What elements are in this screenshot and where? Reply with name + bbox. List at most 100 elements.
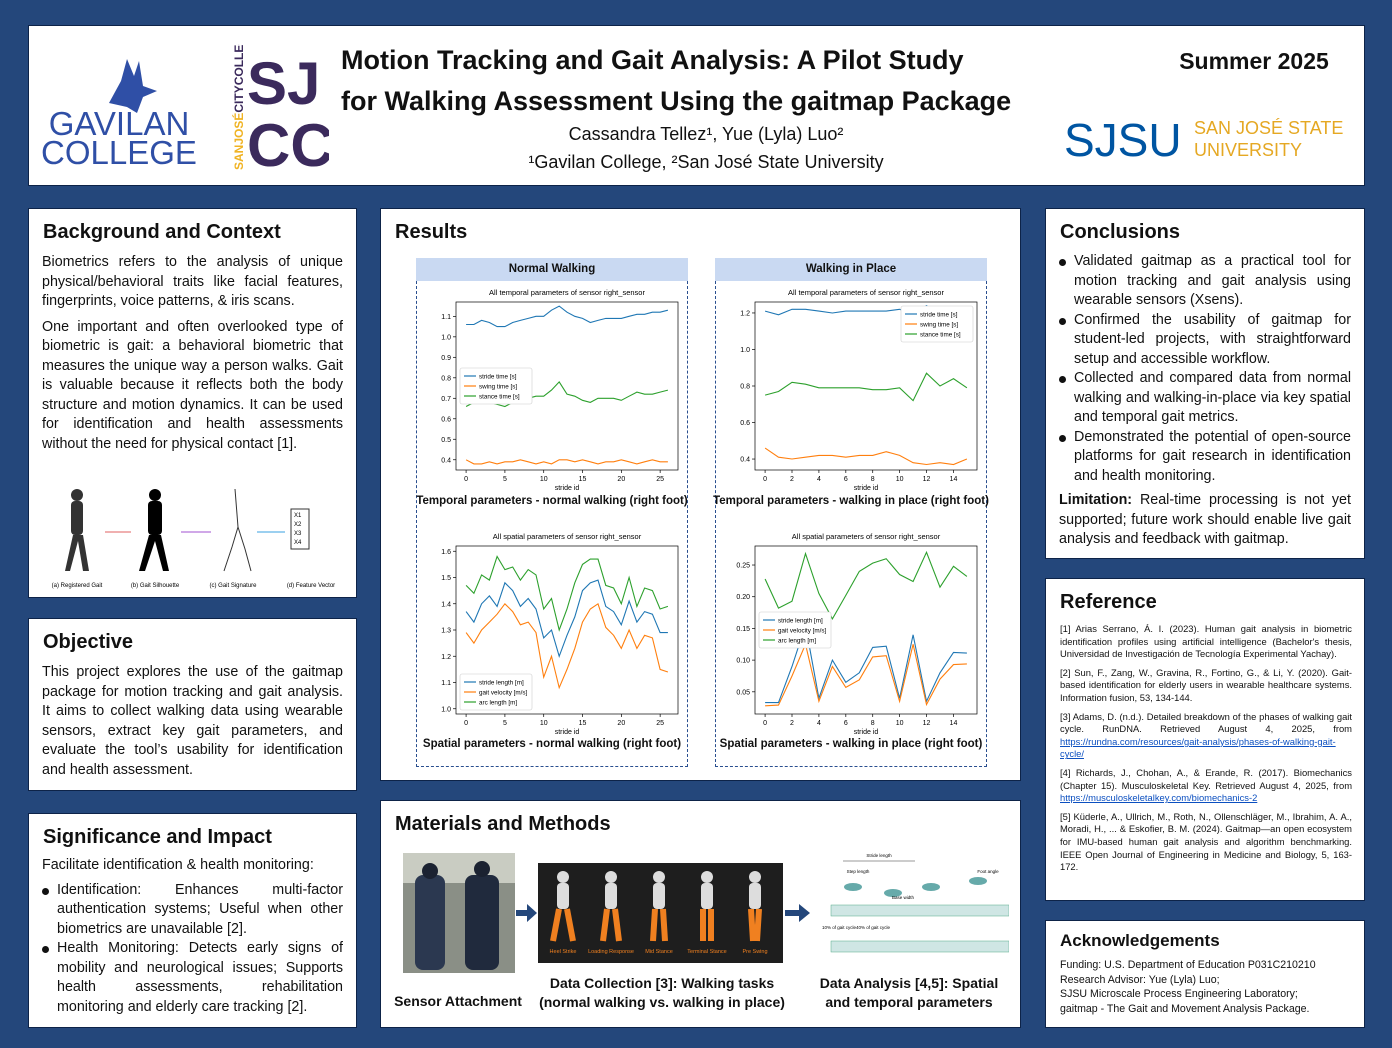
- legend-box: [900, 305, 974, 343]
- vector-label: X2: [294, 522, 302, 528]
- y-tick-label: 0.6: [441, 416, 451, 423]
- bullet: Validated gaitmap as a practical tool fo…: [1059, 252, 1351, 311]
- y-tick-label: 1.0: [740, 347, 750, 354]
- caption: Data Collection [3]: Walking tasks (norm…: [539, 975, 785, 1010]
- bullet: Demonstrated the potential of open-sourc…: [1059, 428, 1351, 487]
- x-tick-label: 6: [844, 720, 848, 727]
- vector-box: [290, 508, 310, 550]
- series-line: [465, 602, 669, 690]
- vector-label: X4: [294, 540, 302, 546]
- figure-body: [749, 883, 761, 909]
- y-tick-label: 1.0: [441, 706, 451, 713]
- legend-label: stance time [s]: [479, 393, 520, 400]
- bullet: Collected and compared data from normal …: [1059, 369, 1351, 428]
- signature: [223, 488, 252, 572]
- figure-legs: [550, 908, 576, 942]
- chart: All temporal parameters of sensor right_…: [740, 288, 978, 492]
- acknowledgements-panel: Acknowledgements Funding: U.S. Departmen…: [1045, 920, 1365, 1028]
- diagram-label: Foot angle: [977, 869, 999, 874]
- reference-text: [3] Adams, D. (n.d.). Detailed breakdown…: [1060, 710, 1352, 735]
- reference-link[interactable]: https://musculoskeletalkey.com/biomechan…: [1060, 792, 1258, 804]
- x-tick-label: 4: [817, 720, 821, 727]
- affiliation-line: ¹Gavilan College, ²San José State Univer…: [528, 152, 884, 172]
- figure-legs: [600, 908, 622, 942]
- title-line: for Walking Assessment Using the gaitmap…: [341, 86, 1012, 116]
- bullet: Identification: Enhances multi-factor au…: [42, 881, 343, 940]
- legend-label: stance time [s]: [920, 331, 961, 338]
- authors: Cassandra Tellez¹, Yue (Lyla) Luo² ¹Gavi…: [341, 120, 1071, 176]
- series-line: [764, 372, 968, 402]
- figure-body: [701, 883, 713, 909]
- series-line: [465, 579, 668, 659]
- caption: Data Analysis [4,5]: Spatial and tempora…: [819, 975, 999, 1010]
- bullet-text: Confirmed the usability of gaitmap for s…: [1074, 311, 1351, 367]
- limitation-label: Limitation:: [1059, 492, 1133, 508]
- y-tick-label: 1.4: [441, 601, 451, 608]
- legend-box: [758, 611, 832, 649]
- x-tick-label: 14: [950, 476, 958, 483]
- vector-label: X1: [294, 513, 302, 519]
- logo-text: COLLEGE: [41, 134, 197, 171]
- figure-head: [701, 871, 713, 883]
- x-tick-label: 0: [464, 720, 468, 727]
- paragraph: Biometrics refers to the analysis of uni…: [42, 254, 343, 309]
- figure-body: [605, 883, 617, 909]
- x-tick-label: 15: [579, 476, 587, 483]
- x-tick-label: 2: [790, 720, 794, 727]
- y-tick-label: 1.6: [441, 549, 451, 556]
- x-tick-label: 8: [871, 476, 875, 483]
- plot-frame: [754, 545, 978, 715]
- y-tick-label: 0.6: [740, 420, 750, 427]
- legend-label: stride time [s]: [920, 311, 958, 318]
- intro: Facilitate identification & health monit…: [42, 857, 314, 873]
- y-tick-label: 1.2: [740, 310, 750, 317]
- heading: Background and Context: [43, 221, 281, 243]
- y-tick-label: 0.15: [736, 626, 750, 633]
- figure-label: (b) Gait Silhouette: [131, 583, 180, 589]
- legend-label: arc length [m]: [479, 699, 517, 706]
- bullet-dot: [42, 887, 49, 895]
- body: Facilitate identification & health monit…: [42, 856, 343, 1017]
- legend-label: gait velocity [m/s]: [778, 627, 827, 634]
- y-tick-label: 0.4: [441, 457, 451, 464]
- chart-title: All spatial parameters of sensor right_s…: [792, 532, 941, 541]
- reference: [4] Richards, J., Chohan, A., & Erande, …: [1060, 767, 1352, 805]
- x-tick-label: 25: [656, 720, 664, 727]
- x-axis-label: stride id: [555, 729, 580, 736]
- bullet: Confirmed the usability of gaitmap for s…: [1059, 311, 1351, 370]
- header: GAVILAN COLLEGE SANJOSÉCITYCOLLEGE SJ CC…: [28, 25, 1365, 186]
- reference: [5] Küderle, A., Ullrich, M., Roth, N., …: [1060, 811, 1352, 874]
- chart: All temporal parameters of sensor right_…: [441, 288, 679, 492]
- figure-head: [557, 871, 569, 883]
- series-line: [466, 305, 669, 328]
- x-tick-label: 10: [896, 476, 904, 483]
- paragraph: One important and often overlooked type …: [42, 318, 343, 452]
- x-tick-label: 10: [896, 720, 904, 727]
- caption: Sensor Attachment: [394, 993, 522, 1009]
- legend-label: gait velocity [m/s]: [479, 689, 528, 696]
- bullet-text: Collected and compared data from normal …: [1074, 370, 1351, 425]
- figure-legs: [700, 909, 714, 941]
- heading: Conclusions: [1060, 221, 1181, 243]
- reference-link[interactable]: https://rundna.com/resources/gait-analys…: [1060, 735, 1336, 760]
- body: Biometrics refers to the analysis of uni…: [42, 253, 343, 460]
- x-tick-label: 12: [923, 720, 931, 727]
- y-tick-label: 0.8: [740, 384, 750, 391]
- heading: Significance and Impact: [43, 826, 272, 848]
- series-line: [465, 459, 668, 465]
- y-tick-label: 0.4: [740, 457, 750, 464]
- bullet-text: Health Monitoring: Detects early signs o…: [57, 940, 343, 1015]
- body: This project explores the use of the gai…: [42, 664, 343, 778]
- author-line: Cassandra Tellez¹, Yue (Lyla) Luo²: [568, 124, 844, 144]
- silhouette: [139, 489, 169, 571]
- legend-box: [459, 673, 533, 711]
- caption: Temporal parameters - walking in place (…: [713, 495, 989, 507]
- heading: Reference: [1060, 591, 1157, 613]
- chart: All spatial parameters of sensor right_s…: [736, 532, 978, 736]
- bullet-dot: [42, 946, 49, 953]
- logo-text: SJ: [247, 50, 320, 117]
- legend-label: arc length [m]: [778, 637, 816, 644]
- sjsu-logo: SJSU SAN JOSÉ STATE UNIVERSITY: [1064, 114, 1343, 166]
- ack-line: gaitmap - The Gait and Movement Analysis…: [1060, 1002, 1310, 1015]
- sensor-photo: [403, 853, 515, 973]
